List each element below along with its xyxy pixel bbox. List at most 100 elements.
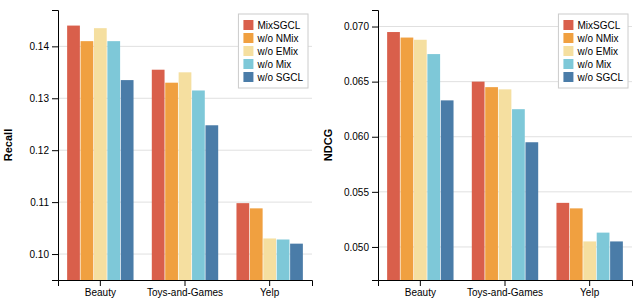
legend: MixSGCLw/o NMixw/o EMixw/o Mixw/o SGCL xyxy=(558,14,628,88)
tick-mark xyxy=(420,280,421,286)
bar xyxy=(107,41,120,280)
y-tick: 0.065 xyxy=(344,76,378,87)
tick-label: 0.050 xyxy=(344,242,369,253)
tick-mark xyxy=(52,150,58,151)
y-tick: 0.12 xyxy=(30,145,58,156)
x-axis: Beauty Toys-and-Games Yelp xyxy=(379,280,633,298)
bar xyxy=(263,238,276,280)
tick-mark xyxy=(505,280,506,286)
tick-mark xyxy=(269,280,270,286)
bar xyxy=(441,100,454,280)
bar xyxy=(525,142,538,280)
bar xyxy=(570,208,583,280)
bars xyxy=(67,26,303,280)
y-axis-title: NDCG xyxy=(322,129,334,161)
tick-label: 0.14 xyxy=(30,41,50,52)
legend-box xyxy=(558,14,628,88)
bar xyxy=(192,90,205,280)
bar xyxy=(427,54,440,280)
bar xyxy=(556,203,569,280)
bar xyxy=(81,41,94,280)
tick-mark xyxy=(52,46,58,47)
bar xyxy=(512,109,525,280)
legend-label: MixSGCL xyxy=(257,20,300,31)
y-tick: 0.055 xyxy=(344,187,378,198)
legend-swatch xyxy=(563,46,573,56)
tick-mark xyxy=(52,254,58,255)
legend-label: w/o Mix xyxy=(576,59,611,70)
bar xyxy=(485,87,498,280)
y-tick: 0.060 xyxy=(344,131,378,142)
tick-label: 0.060 xyxy=(344,131,369,142)
bar xyxy=(387,32,400,280)
x-axis: Beauty Toys-and-Games Yelp xyxy=(59,280,313,298)
y-axis-title: Recall xyxy=(2,129,14,161)
legend-label: w/o Mix xyxy=(256,59,291,70)
panel: 0.050 0.055 0.060 0.065 0.070 Beauty Toys-and-… xyxy=(322,11,633,304)
axis-line xyxy=(372,11,379,281)
legend-label: w/o SGCL xyxy=(576,72,623,83)
y-tick: 0.10 xyxy=(30,249,58,260)
tick-label: 0.10 xyxy=(30,249,50,260)
bar xyxy=(94,28,107,280)
bar xyxy=(277,240,290,281)
legend-label: w/o SGCL xyxy=(256,72,303,83)
tick-label: 0.12 xyxy=(30,145,50,156)
tick-label: Yelp xyxy=(260,287,280,298)
bar xyxy=(597,233,610,280)
bar xyxy=(414,40,427,280)
tick-mark xyxy=(372,82,378,83)
tick-mark xyxy=(372,137,378,138)
bar xyxy=(121,80,134,280)
tick-label: 0.065 xyxy=(344,76,369,87)
bar xyxy=(67,26,80,280)
bar xyxy=(401,38,414,280)
y-tick: 0.14 xyxy=(30,41,58,52)
tick-mark xyxy=(589,280,590,286)
bar xyxy=(583,241,596,280)
y-tick: 0.050 xyxy=(344,242,378,253)
tick-label: 0.13 xyxy=(30,93,50,104)
legend-label: w/o EMix xyxy=(256,46,298,57)
tick-label: Toys-and-Games xyxy=(467,287,543,298)
tick-mark xyxy=(185,280,186,286)
y-tick: 0.070 xyxy=(344,21,378,32)
tick-label: 0.11 xyxy=(30,197,49,208)
tick-mark xyxy=(52,202,58,203)
bar xyxy=(205,125,218,280)
bars xyxy=(387,32,623,280)
x-tick: Beauty xyxy=(85,280,116,298)
legend-label: w/o NMix xyxy=(576,33,618,44)
tick-label: 0.070 xyxy=(344,21,369,32)
axis-line xyxy=(59,281,313,287)
tick-mark xyxy=(372,27,378,28)
legend: MixSGCL w/o NMix w/o EMix w/o Mix w/o SGCL xyxy=(238,14,308,88)
bar xyxy=(290,244,303,280)
tick-label: Yelp xyxy=(580,287,600,298)
legend-label: w/o NMix xyxy=(256,33,298,44)
tick-mark xyxy=(372,247,378,248)
legend-swatch xyxy=(563,59,573,69)
tick-label: Toys-and-Games xyxy=(147,287,223,298)
bar xyxy=(499,89,512,280)
y-tick: 0.13 xyxy=(30,93,58,104)
axis-line xyxy=(52,11,59,281)
bar xyxy=(472,82,485,280)
legend-swatch xyxy=(563,72,573,82)
y-axis: 0.10 0.11 0.12 0.13 0.14 xyxy=(30,11,59,281)
legend-swatch xyxy=(243,59,253,69)
bar xyxy=(179,72,192,280)
bar xyxy=(250,208,263,280)
legend-swatch xyxy=(243,33,253,43)
tick-mark xyxy=(372,192,378,193)
panel: 0.10 0.11 0.12 0.13 0.14 Beauty Toys-and-Games… xyxy=(2,11,313,304)
x-tick: Toys-and-Games xyxy=(467,280,543,298)
y-tick: 0.11 xyxy=(30,197,58,208)
tick-mark xyxy=(52,98,58,99)
legend-swatch xyxy=(563,33,573,43)
x-tick: Beauty xyxy=(405,280,436,298)
axis-line xyxy=(379,281,633,287)
legend-swatch xyxy=(563,20,573,30)
bar xyxy=(610,241,623,280)
legend-label: MixSGCL xyxy=(577,20,620,31)
